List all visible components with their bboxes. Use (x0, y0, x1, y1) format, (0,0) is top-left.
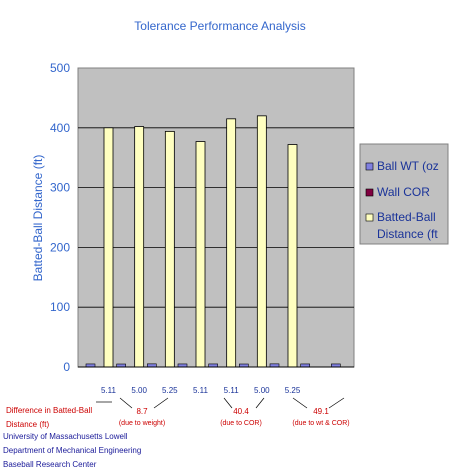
weight-label: 5.25 (162, 386, 178, 395)
difference-title: Difference in Batted-Ball Distance (ft) (6, 406, 93, 429)
y-tick-label: 500 (50, 61, 70, 75)
chart-title: Tolerance Performance Analysis (134, 19, 305, 33)
plot-area (77, 67, 355, 368)
y-axis-label: Batted-Ball Distance (ft) (31, 155, 45, 282)
difference-values: 8.7 (due to weight) 40.4 (due to COR) 49… (119, 407, 350, 427)
legend-swatch-distance (365, 213, 374, 222)
y-tick-label: 400 (50, 121, 70, 135)
y-tick-label: 100 (50, 300, 70, 314)
diff-note-wt-cor: (due to wt & COR) (292, 420, 349, 427)
credit-university: University of Massachusetts Lowell (3, 432, 128, 441)
diff-value-weight: 8.7 (136, 407, 148, 416)
legend-swatch-ball-wt (365, 162, 374, 171)
credit-department: Department of Mechanical Engineering (3, 446, 142, 455)
weight-label: 5.11 (101, 386, 117, 395)
bar-batted-ball-distance (226, 118, 237, 368)
legend-box (359, 143, 449, 245)
credits: University of Massachusetts Lowell Depar… (3, 430, 141, 472)
y-tick-label: 0 (63, 360, 70, 374)
legend-label-wall-cor: Wall COR (377, 185, 430, 199)
weight-label: 5.25 (285, 386, 301, 395)
diff-value-cor: 40.4 (233, 407, 249, 416)
bar-batted-ball-distance (103, 127, 114, 368)
weight-label: 5.11 (224, 386, 240, 395)
gridlines (78, 127, 354, 308)
diff-note-cor: (due to COR) (220, 420, 262, 427)
y-tick-label: 300 (50, 181, 70, 195)
credit-center: Baseball Research Center (3, 460, 97, 469)
weight-label: 5.00 (254, 386, 270, 395)
bar-batted-ball-distance (195, 141, 206, 368)
weight-label: 5.11 (193, 386, 209, 395)
weight-labels: 5.11 5.00 5.25 5.11 5.11 5.00 5.25 (101, 386, 301, 395)
bracket-lines (96, 397, 345, 409)
diff-value-wt-cor: 49.1 (313, 407, 329, 416)
bar-batted-ball-distance (287, 144, 298, 368)
bar-batted-ball-distance (256, 115, 267, 368)
weight-label: 5.00 (131, 386, 147, 395)
legend-label-distance: Batted-Ball Distance (ft (377, 210, 439, 241)
diff-note-weight: (due to weight) (119, 420, 165, 427)
y-axis-ticks: 0 100 200 300 400 500 (50, 61, 70, 374)
legend-swatch-wall-cor (365, 188, 374, 197)
y-tick-label: 200 (50, 240, 70, 254)
bar-batted-ball-distance (134, 126, 145, 368)
bar-batted-ball-distance (164, 130, 175, 368)
legend-label-ball-wt: Ball WT (oz (377, 159, 439, 173)
